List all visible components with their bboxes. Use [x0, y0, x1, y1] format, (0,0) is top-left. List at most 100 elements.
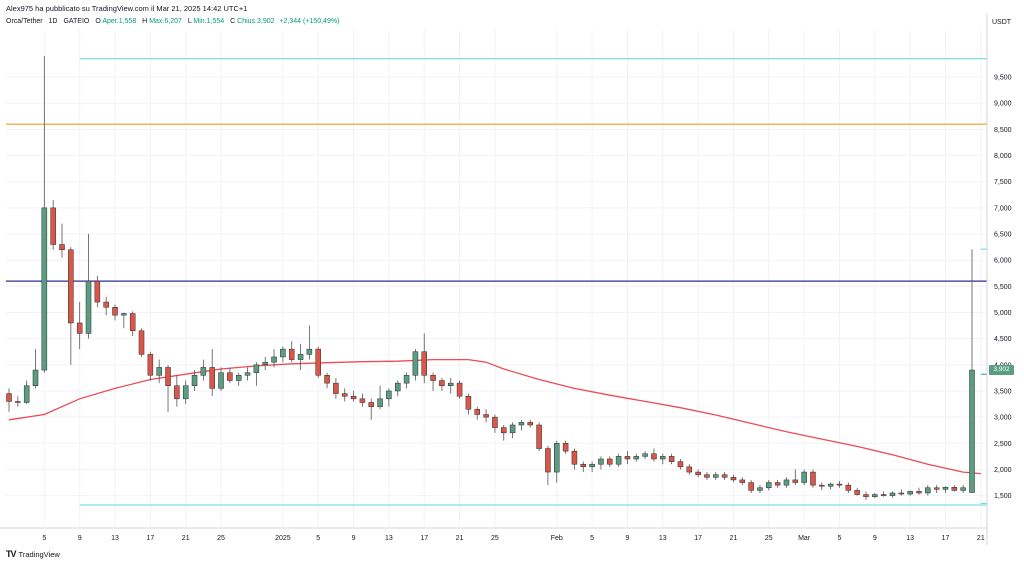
x-tick-label: 21: [730, 535, 738, 542]
candle-down: [739, 477, 746, 486]
candle-up: [589, 461, 595, 473]
x-tick-label: 21: [977, 535, 985, 542]
candle-body: [748, 482, 754, 491]
candle-down: [350, 390, 357, 402]
candle-down: [333, 377, 339, 399]
candle-up: [403, 372, 410, 389]
candle-body: [713, 474, 719, 478]
candle-body: [898, 492, 905, 495]
price-axis[interactable]: 1,5002,0002,5003,0003,5004,0004,5005,000…: [986, 14, 1012, 545]
interval-label[interactable]: 1D: [48, 18, 58, 25]
candle-down: [836, 480, 843, 488]
candle-body: [359, 398, 366, 403]
candle-down: [138, 328, 145, 357]
symbol-name[interactable]: Orca/Tether: [6, 18, 43, 25]
candle-down: [545, 445, 551, 486]
horizontal-levels: [6, 58, 987, 506]
candle-body: [209, 367, 215, 389]
candle-body: [916, 491, 922, 494]
candle-body: [306, 348, 313, 355]
candle-body: [85, 280, 92, 334]
candle-body: [182, 385, 189, 400]
candle-body: [951, 486, 958, 491]
candle-body: [483, 414, 489, 418]
moving-average-layer: [8, 358, 981, 475]
candle-body: [59, 244, 65, 250]
time-axis[interactable]: 5 9 13 17 21 25 2025 5 9 13 17 21 25 Feb 5 9 13 17 21 25 Mar…: [0, 527, 987, 542]
candle-down: [819, 482, 825, 491]
candle-body: [872, 494, 878, 497]
candle-down: [695, 469, 701, 478]
candle-body: [571, 450, 578, 465]
candle-up: [271, 349, 277, 368]
high-label: H: [142, 18, 148, 25]
candle-down: [527, 419, 534, 428]
x-tick-label: 17: [694, 535, 702, 542]
candle-body: [580, 463, 587, 468]
x-tick-label: 21: [456, 535, 464, 542]
candle-down: [456, 380, 463, 399]
candle-up: [554, 440, 560, 483]
currency-label[interactable]: USDT: [992, 19, 1012, 26]
candle-body: [23, 385, 30, 403]
candle-down: [730, 474, 737, 483]
moving-average-line: [8, 358, 981, 475]
candle-body: [960, 487, 966, 491]
candle-down: [76, 302, 83, 350]
candle-down: [580, 461, 587, 473]
candle-down: [94, 275, 101, 308]
candle-body: [810, 471, 816, 486]
candle-body: [244, 372, 251, 376]
candle-up: [297, 343, 304, 371]
chart-grid: [6, 30, 987, 527]
x-tick-label: Feb: [551, 535, 563, 542]
candle-body: [377, 398, 383, 407]
candle-body: [527, 422, 534, 426]
candle-down: [774, 479, 781, 488]
candle-body: [288, 348, 295, 360]
candle-body: [774, 482, 781, 486]
candle-up: [801, 469, 807, 486]
candle-down: [898, 489, 905, 496]
x-tick-label: 13: [111, 535, 119, 542]
candle-down: [916, 487, 922, 495]
candle-down: [227, 367, 233, 384]
candle-down: [933, 485, 940, 493]
candle-body: [324, 375, 330, 384]
candle-body: [227, 372, 233, 381]
candle-body: [465, 395, 472, 410]
candle-body: [969, 369, 975, 493]
x-tick-label: 13: [906, 535, 914, 542]
candle-down: [288, 341, 295, 363]
candle-down: [854, 487, 860, 496]
candle-up: [191, 370, 198, 391]
candle-down: [536, 422, 542, 452]
candle-up: [907, 490, 913, 496]
candle-body: [633, 456, 640, 460]
last-price-tag: 3,902: [989, 365, 1014, 376]
candle-up: [200, 359, 207, 381]
candle-up: [386, 388, 392, 407]
tradingview-logo-icon: TV: [6, 549, 16, 559]
y-tick-label: 7,000: [994, 205, 1012, 212]
candle-up: [85, 234, 92, 339]
y-tick-label: 6,500: [994, 232, 1012, 239]
candle-body: [907, 491, 913, 495]
candle-down: [59, 223, 65, 258]
candle-body: [32, 369, 39, 386]
candle-down: [421, 333, 427, 384]
candle-up: [156, 359, 162, 384]
candle-up: [960, 485, 966, 493]
candle-up: [412, 349, 419, 381]
candle-body: [827, 483, 834, 487]
candle-body: [695, 471, 701, 475]
candle-down: [50, 200, 56, 250]
x-tick-label: 25: [491, 535, 499, 542]
x-tick-label: 17: [942, 535, 950, 542]
candle-body: [253, 364, 260, 373]
candle-body: [642, 453, 648, 457]
footer-branding[interactable]: TV TradingView: [6, 549, 60, 559]
y-tick-label: 8,500: [994, 127, 1012, 134]
y-tick-label: 9,500: [994, 75, 1012, 82]
